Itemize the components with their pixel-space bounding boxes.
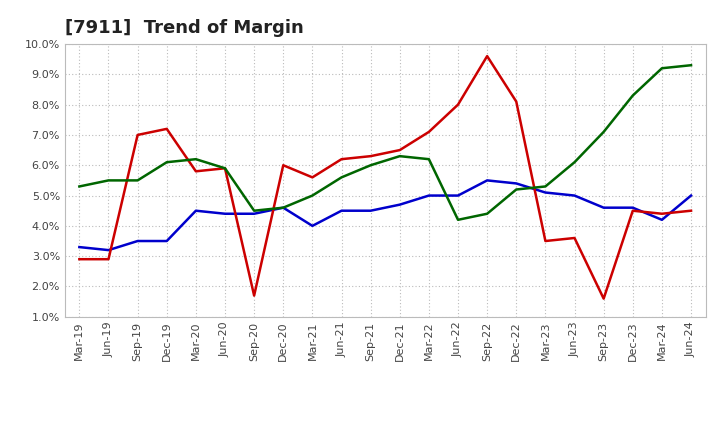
- Net Income: [512, 99, 521, 104]
- Net Income: [337, 157, 346, 162]
- Operating Cashflow: [192, 157, 200, 162]
- Net Income: [163, 126, 171, 132]
- Ordinary Income: [104, 247, 113, 253]
- Ordinary Income: [512, 181, 521, 186]
- Operating Cashflow: [629, 93, 637, 98]
- Net Income: [279, 163, 287, 168]
- Ordinary Income: [629, 205, 637, 210]
- Ordinary Income: [366, 208, 375, 213]
- Ordinary Income: [425, 193, 433, 198]
- Line: Net Income: Net Income: [79, 56, 691, 299]
- Ordinary Income: [250, 211, 258, 216]
- Ordinary Income: [570, 193, 579, 198]
- Ordinary Income: [163, 238, 171, 244]
- Net Income: [395, 147, 404, 153]
- Ordinary Income: [599, 205, 608, 210]
- Line: Operating Cashflow: Operating Cashflow: [79, 65, 691, 220]
- Operating Cashflow: [687, 62, 696, 68]
- Net Income: [570, 235, 579, 241]
- Net Income: [308, 175, 317, 180]
- Net Income: [133, 132, 142, 138]
- Ordinary Income: [541, 190, 550, 195]
- Net Income: [599, 296, 608, 301]
- Operating Cashflow: [541, 184, 550, 189]
- Net Income: [483, 54, 492, 59]
- Ordinary Income: [192, 208, 200, 213]
- Operating Cashflow: [570, 160, 579, 165]
- Net Income: [541, 238, 550, 244]
- Operating Cashflow: [395, 154, 404, 159]
- Net Income: [220, 165, 229, 171]
- Net Income: [192, 169, 200, 174]
- Net Income: [657, 211, 666, 216]
- Ordinary Income: [279, 205, 287, 210]
- Line: Ordinary Income: Ordinary Income: [79, 180, 691, 250]
- Ordinary Income: [483, 178, 492, 183]
- Operating Cashflow: [163, 160, 171, 165]
- Operating Cashflow: [483, 211, 492, 216]
- Ordinary Income: [454, 193, 462, 198]
- Ordinary Income: [133, 238, 142, 244]
- Operating Cashflow: [425, 157, 433, 162]
- Net Income: [75, 257, 84, 262]
- Net Income: [250, 293, 258, 298]
- Operating Cashflow: [366, 163, 375, 168]
- Ordinary Income: [395, 202, 404, 207]
- Operating Cashflow: [133, 178, 142, 183]
- Operating Cashflow: [337, 175, 346, 180]
- Ordinary Income: [220, 211, 229, 216]
- Ordinary Income: [308, 223, 317, 228]
- Operating Cashflow: [220, 165, 229, 171]
- Ordinary Income: [657, 217, 666, 223]
- Operating Cashflow: [512, 187, 521, 192]
- Operating Cashflow: [104, 178, 113, 183]
- Operating Cashflow: [657, 66, 666, 71]
- Operating Cashflow: [75, 184, 84, 189]
- Net Income: [425, 129, 433, 135]
- Operating Cashflow: [599, 129, 608, 135]
- Operating Cashflow: [250, 208, 258, 213]
- Ordinary Income: [75, 245, 84, 250]
- Ordinary Income: [687, 193, 696, 198]
- Text: [7911]  Trend of Margin: [7911] Trend of Margin: [65, 19, 304, 37]
- Net Income: [687, 208, 696, 213]
- Net Income: [454, 102, 462, 107]
- Ordinary Income: [337, 208, 346, 213]
- Operating Cashflow: [308, 193, 317, 198]
- Operating Cashflow: [454, 217, 462, 223]
- Net Income: [629, 208, 637, 213]
- Net Income: [104, 257, 113, 262]
- Operating Cashflow: [279, 205, 287, 210]
- Net Income: [366, 154, 375, 159]
